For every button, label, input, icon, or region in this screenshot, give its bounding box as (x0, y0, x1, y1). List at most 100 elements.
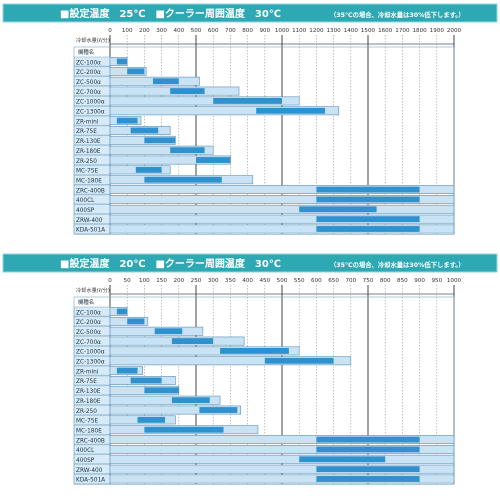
row-label: ZC-500α (76, 330, 101, 336)
recommended-bar (135, 166, 162, 173)
row-label: ZRC-400B (76, 438, 105, 444)
tick-label: 1300 (326, 28, 341, 34)
row-label: ZC-100α (76, 310, 101, 316)
chart-panel-25c: ■設定温度 25℃ ■クーラー周囲温度 30℃ （35℃の場合、冷却水量は30%低… (2, 3, 498, 235)
recommended-bar (299, 456, 386, 463)
tick-label: 900 (414, 278, 425, 284)
capacity-bar (109, 145, 214, 155)
tick-label: 450 (259, 278, 270, 284)
tick-label: 1500 (361, 28, 376, 34)
tick-label: 1700 (395, 28, 410, 34)
recommended-bar (144, 387, 179, 394)
recommended-bar (299, 206, 377, 213)
chart-note: （35℃の場合、冷却水量は30%低下します。） (330, 260, 465, 269)
row-label: MC-180E (76, 428, 102, 434)
recommended-bar (316, 196, 420, 203)
row-label: ZR-250 (76, 409, 97, 415)
row-label: ZR-75E (76, 129, 97, 135)
row-label: 400SP (76, 208, 95, 214)
recommended-bar (116, 58, 128, 65)
recommended-bar (127, 318, 145, 325)
recommended-bar (137, 416, 166, 423)
capacity-bar (109, 135, 176, 145)
row-label: ZC-200α (76, 320, 101, 326)
tick-label: 100 (122, 28, 133, 34)
row-label: ZC-1300α (76, 360, 105, 366)
row-label: 400CL (76, 448, 95, 454)
tick-label: 750 (363, 278, 374, 284)
tick-label: 1000 (447, 278, 462, 284)
tick-label: 800 (242, 28, 253, 34)
tick-label: 2000 (447, 28, 462, 34)
row-label: ZRW-400 (76, 468, 103, 474)
row-label: ZC-200α (76, 70, 101, 76)
row-label: KDA-501A (76, 228, 105, 234)
recommended-bar (144, 176, 222, 183)
recommended-bar (153, 78, 179, 85)
x-axis-label: 冷却水量(ℓ/分) (76, 36, 110, 44)
recommended-bar (116, 367, 138, 374)
recommended-bar (316, 226, 420, 232)
recommended-bar (213, 98, 282, 104)
tick-label: 350 (225, 278, 236, 284)
tick-label: 0 (108, 278, 112, 284)
capacity-bar (109, 395, 221, 405)
tick-label: 950 (431, 278, 442, 284)
row-label: ZC-1300α (76, 110, 105, 116)
tick-label: 400 (242, 278, 253, 284)
capacity-bar (109, 204, 455, 214)
tick-label: 700 (345, 278, 356, 284)
tick-label: 550 (294, 278, 305, 284)
row-label: ZC-700α (76, 340, 101, 346)
tick-label: 1600 (378, 28, 393, 34)
tick-label: 600 (208, 28, 219, 34)
capacity-bar (109, 106, 340, 116)
row-label: MC-75E (76, 169, 99, 175)
tick-label: 100 (139, 278, 150, 284)
recommended-bar (316, 186, 420, 193)
tick-label: 1400 (344, 28, 359, 34)
row-label: ZC-1000α (76, 100, 105, 106)
tick-label: 0 (108, 28, 112, 34)
tick-label: 650 (328, 278, 339, 284)
recommended-bar (220, 348, 289, 354)
chart-note: （35℃の場合、冷却水量は30%低下します。） (330, 10, 465, 19)
tick-label: 500 (277, 278, 288, 284)
row-label: ZC-100α (76, 60, 101, 66)
tick-label: 150 (156, 278, 167, 284)
row-label: ZR-mini (76, 119, 99, 125)
row-label: ZRW-400 (76, 218, 103, 224)
row-label: 400CL (76, 198, 95, 204)
row-label: ZR-130E (76, 139, 101, 145)
tick-label: 1100 (292, 28, 307, 34)
recommended-bar (116, 308, 128, 315)
recommended-bar (316, 446, 420, 453)
recommended-bar (170, 147, 205, 154)
recommended-bar (127, 68, 145, 75)
chart-title: ■設定温度 25℃ ■クーラー周囲温度 30℃ (60, 7, 281, 20)
row-label: ZC-1000α (76, 350, 105, 356)
capacity-bar (109, 405, 242, 415)
capacity-bar (109, 346, 300, 356)
row-label: KDA-501A (76, 478, 105, 484)
recommended-bar (170, 88, 205, 94)
tick-label: 900 (259, 28, 270, 34)
row-label: ZR-180E (76, 399, 101, 405)
recommended-bar (316, 216, 420, 223)
chart-panel-20c: ■設定温度 20℃ ■クーラー周囲温度 30℃ （35℃の場合、冷却水量は30%低… (0, 250, 500, 500)
header-banner (2, 253, 498, 273)
recommended-bar (196, 157, 231, 163)
recommended-bar (171, 338, 214, 344)
row-label: ZC-500α (76, 80, 101, 86)
tick-label: 200 (173, 278, 184, 284)
recommended-bar (116, 117, 138, 124)
recommended-bar (264, 357, 334, 364)
recommended-bar (144, 426, 224, 433)
chart-25c-svg: ■設定温度 25℃ ■クーラー周囲温度 30℃ （35℃の場合、冷却水量は30%低… (2, 3, 498, 235)
tick-label: 700 (225, 28, 236, 34)
tick-label: 400 (173, 28, 184, 34)
table-outline (73, 46, 455, 235)
recommended-bar (199, 407, 238, 413)
tick-label: 200 (139, 28, 150, 34)
row-label: ZR-130E (76, 389, 101, 395)
